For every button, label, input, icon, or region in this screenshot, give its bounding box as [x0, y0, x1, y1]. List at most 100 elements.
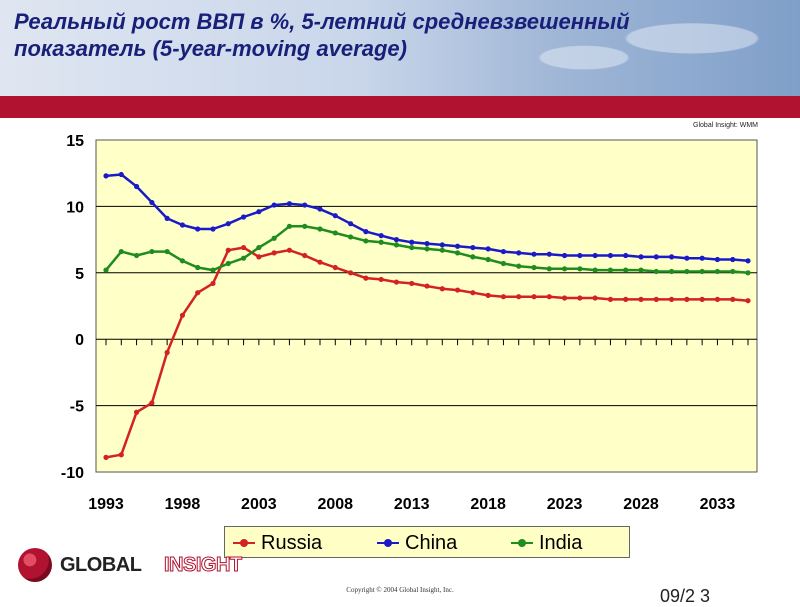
data-point-russia [149, 400, 155, 406]
data-point-india [439, 247, 445, 253]
data-point-china [118, 171, 124, 178]
legend-china-marker [384, 539, 392, 547]
data-point-china [271, 202, 277, 208]
data-point-russia [485, 292, 491, 298]
data-point-india [592, 267, 598, 273]
data-point-china [577, 252, 583, 259]
data-point-russia [409, 280, 415, 287]
y-tick-label: 0 [75, 332, 84, 349]
x-tick-label: 2008 [317, 496, 353, 513]
data-point-russia [745, 298, 751, 304]
legend-china-label: China [405, 532, 458, 554]
data-point-india [516, 263, 522, 269]
data-point-china [164, 215, 170, 221]
data-point-india [454, 250, 461, 256]
data-point-china [286, 201, 293, 207]
data-point-india [638, 267, 644, 273]
data-point-russia [393, 279, 400, 285]
data-point-india [286, 223, 293, 229]
data-point-india [577, 266, 583, 272]
x-tick-label: 2013 [394, 496, 430, 513]
x-tick-label: 2028 [623, 496, 659, 513]
data-point-russia [164, 349, 170, 356]
data-point-china [378, 233, 384, 239]
data-point-china [439, 242, 445, 248]
copyright-text: Copyright © 2004 Global Insight, Inc. [346, 586, 454, 594]
y-tick-label: -10 [61, 465, 84, 482]
data-point-india [730, 268, 736, 275]
data-point-india [164, 248, 170, 255]
data-point-russia [699, 296, 705, 302]
data-point-russia [561, 295, 568, 301]
data-point-russia [240, 244, 247, 251]
slide-title: Реальный рост ВВП в %, 5-летний средневз… [14, 9, 630, 61]
data-point-china [103, 173, 109, 179]
data-point-russia [347, 270, 354, 276]
data-point-russia [179, 312, 186, 318]
x-tick-label: 2033 [700, 496, 736, 513]
data-point-china [393, 237, 400, 243]
data-point-russia [439, 286, 445, 292]
data-point-india [271, 235, 277, 241]
x-tick-label: 2003 [241, 496, 277, 513]
data-point-india [684, 268, 690, 275]
data-point-china [332, 213, 338, 219]
data-point-china [730, 256, 736, 263]
y-tick-label: 10 [66, 199, 84, 216]
legend-india-label: India [539, 532, 583, 554]
data-point-india [378, 239, 384, 245]
data-point-china [699, 255, 705, 261]
data-point-russia [210, 280, 216, 287]
data-point-china [195, 226, 201, 232]
data-point-india [210, 267, 216, 273]
x-tick-label: 1993 [88, 496, 124, 513]
data-point-russia [470, 290, 476, 296]
data-point-india [256, 244, 262, 251]
data-point-india [653, 268, 659, 275]
data-point-india [470, 254, 476, 260]
data-point-china [500, 248, 507, 255]
data-point-india [393, 242, 400, 248]
data-point-china [363, 229, 369, 235]
data-point-china [668, 254, 675, 260]
data-point-china [546, 251, 552, 257]
data-point-china [149, 199, 155, 206]
data-point-russia [225, 247, 231, 253]
data-point-russia [653, 296, 659, 302]
data-point-russia [730, 296, 736, 302]
data-point-china [516, 250, 522, 256]
globe-icon [18, 548, 52, 582]
data-point-china [607, 252, 614, 259]
data-point-china [240, 214, 247, 220]
data-point-china [638, 254, 644, 260]
data-point-china [454, 243, 461, 249]
legend-russia-marker [240, 539, 248, 547]
data-point-india [485, 256, 491, 263]
data-point-china [561, 252, 568, 259]
data-point-india [561, 266, 568, 272]
data-point-russia [103, 454, 109, 460]
data-point-china [745, 258, 751, 264]
world-map-decoration [440, 0, 800, 96]
data-point-russia [531, 294, 537, 300]
data-point-russia [500, 294, 507, 300]
data-point-china [470, 244, 476, 251]
data-point-india [531, 264, 537, 271]
x-tick-label: 1998 [165, 496, 201, 513]
data-point-russia [133, 409, 140, 415]
data-point-russia [638, 296, 644, 302]
global-insight-logo: GLOBAL INSIGHT [18, 548, 268, 584]
data-point-india [195, 264, 201, 271]
data-point-china [424, 240, 430, 247]
data-point-india [699, 268, 705, 275]
data-point-russia [271, 250, 277, 256]
data-point-india [714, 268, 721, 275]
slide-number: 09/2 3 [660, 586, 711, 606]
legend-russia-label: Russia [261, 532, 323, 554]
header-background [0, 0, 800, 96]
logo-text-global: GLOBAL [60, 554, 142, 576]
data-point-china [592, 252, 598, 259]
data-point-china [317, 206, 323, 212]
data-point-china [225, 221, 231, 227]
